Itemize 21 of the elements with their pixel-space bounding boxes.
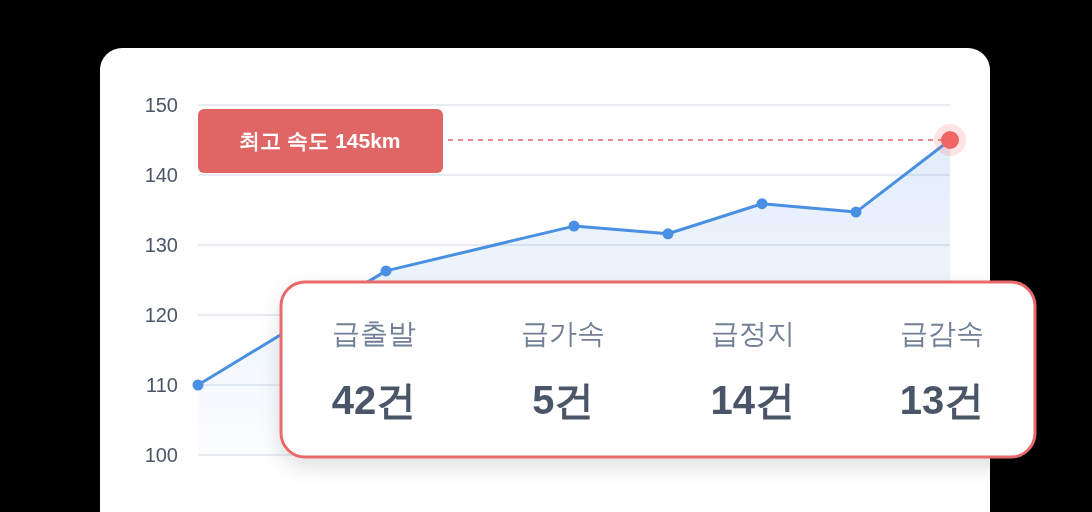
y-tick-label: 100 <box>144 444 178 466</box>
text: 13건 <box>899 378 985 422</box>
text: 5건 <box>532 378 595 422</box>
category-label: 급감속 <box>900 318 984 349</box>
point <box>568 220 580 232</box>
y-tick-label: 130 <box>144 234 178 256</box>
category-label: 급출발 <box>332 318 416 349</box>
y-tick-label: 110 <box>146 374 178 396</box>
point <box>662 228 674 240</box>
y-tick-label: 120 <box>144 304 178 326</box>
y-tick-label: 140 <box>144 164 178 186</box>
y-tick-label: 150 <box>144 94 178 116</box>
point <box>756 198 768 210</box>
point <box>850 206 862 218</box>
point <box>380 265 392 277</box>
ref-line-label: 최고 속도 145km <box>239 129 401 153</box>
text: 14건 <box>710 378 795 422</box>
category-label: 급정지 <box>710 318 795 349</box>
category-label: 급가속 <box>521 318 606 349</box>
text: 42건 <box>331 378 417 422</box>
point <box>192 379 204 391</box>
